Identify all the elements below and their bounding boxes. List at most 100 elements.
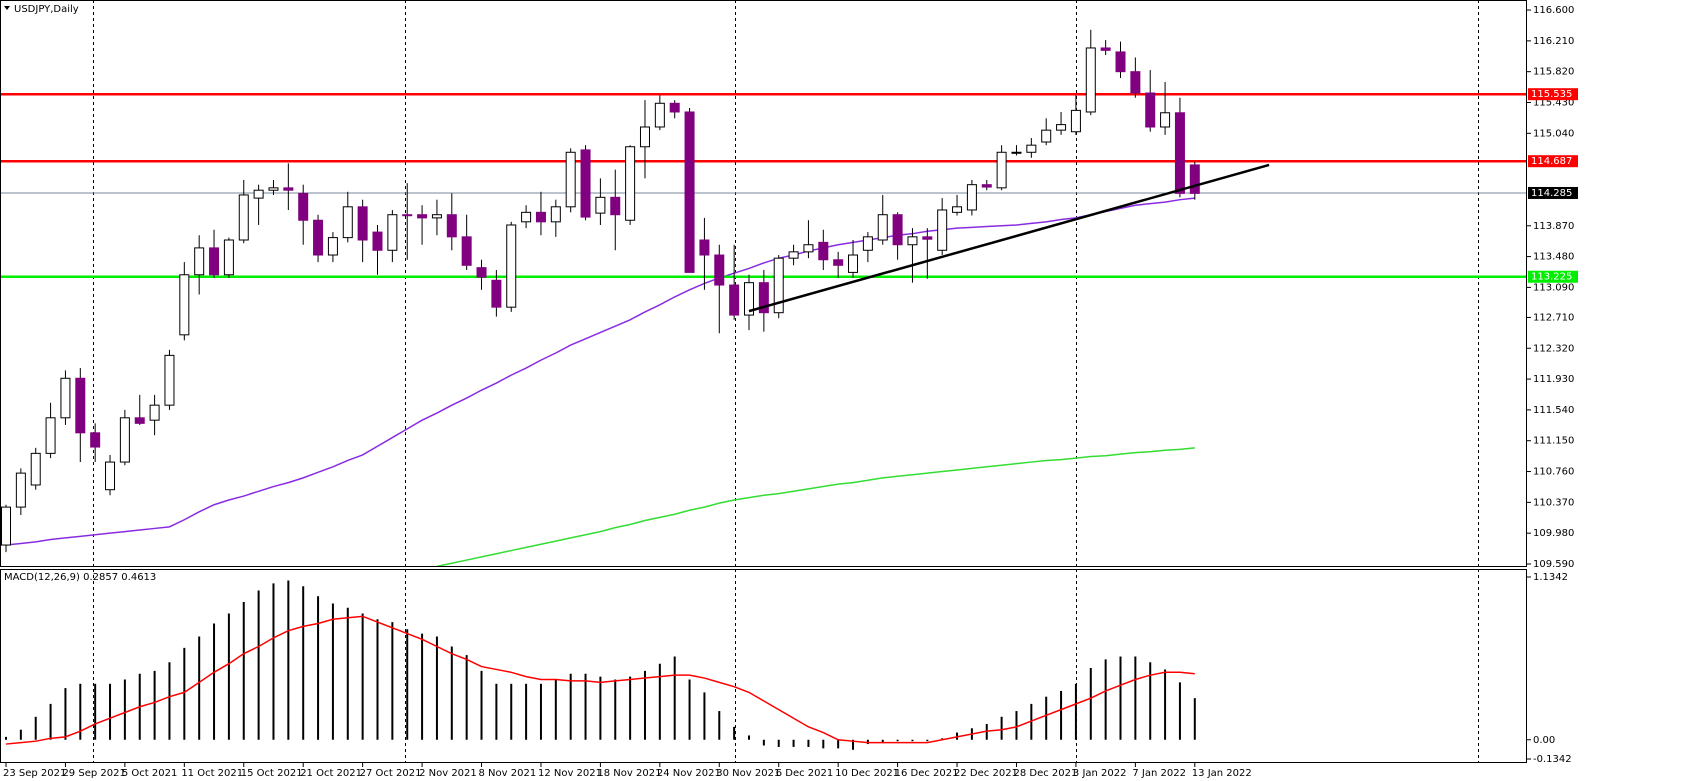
x-tick-label: 30 Nov 2021 <box>716 768 780 779</box>
x-tick-label: 16 Dec 2021 <box>895 768 959 779</box>
y-tick-label: 112.320 <box>1533 343 1574 354</box>
candle-body <box>506 224 517 308</box>
level-tag <box>1528 186 1578 199</box>
candle-body <box>15 472 26 508</box>
x-tick-label: 6 Dec 2021 <box>776 768 834 779</box>
level-tag <box>1528 270 1578 283</box>
candle-body <box>1145 92 1156 128</box>
x-tick-label: 7 Jan 2022 <box>1132 768 1186 779</box>
candle-body <box>1056 124 1067 131</box>
candle-body <box>75 377 86 434</box>
candle-body <box>1026 144 1037 153</box>
candle-body <box>521 211 532 223</box>
candle-body <box>446 214 457 238</box>
y-tick-label: 109.980 <box>1533 528 1574 539</box>
macd-y-tick-label: -0.1342 <box>1533 754 1572 765</box>
candle-body <box>119 417 130 463</box>
y-tick-label: 110.370 <box>1533 497 1574 508</box>
y-tick-label: 109.590 <box>1533 559 1574 570</box>
grid <box>93 0 1479 763</box>
candle-body <box>818 241 829 261</box>
x-tick-label: 12 Nov 2021 <box>538 768 602 779</box>
candle-body <box>1189 164 1200 194</box>
x-tick-label: 15 Oct 2021 <box>241 768 303 779</box>
candle-body <box>966 184 977 211</box>
price-panel <box>0 29 1527 567</box>
macd-title: MACD(12,26,9) 0.2857 0.4613 <box>4 572 156 583</box>
level-label: 114.687 <box>1531 156 1572 167</box>
y-tick-label: 113.090 <box>1533 282 1574 293</box>
moving-average <box>436 447 1195 567</box>
macd-y-tick-label: 0.00 <box>1533 735 1555 746</box>
candle-body <box>892 214 903 246</box>
symbol-menu-arrow[interactable] <box>4 6 10 10</box>
candle-body <box>952 206 963 213</box>
x-tick-label: 13 Jan 2022 <box>1192 768 1252 779</box>
candle-body <box>714 254 725 286</box>
candle-body <box>595 196 606 214</box>
x-tick-label: 18 Nov 2021 <box>597 768 661 779</box>
candle-body <box>535 211 546 223</box>
level-label: 114.285 <box>1531 188 1572 199</box>
candle-body <box>223 239 234 276</box>
trend-line <box>748 163 1270 313</box>
candle-body <box>654 102 665 128</box>
candle-body <box>684 111 695 273</box>
candle-body <box>788 251 799 259</box>
candle-body <box>1041 129 1052 143</box>
candle-body <box>327 237 338 256</box>
candle-body <box>1160 112 1171 128</box>
macd-signal <box>5 615 1195 745</box>
candle-body <box>1130 71 1141 94</box>
candle-body <box>357 206 368 241</box>
candle-body <box>1174 112 1185 194</box>
candle-body <box>773 257 784 314</box>
candle-body <box>744 282 754 316</box>
x-tick-label: 22 Dec 2021 <box>954 768 1018 779</box>
candle-body <box>1100 47 1111 51</box>
candle-body <box>298 192 309 221</box>
candle-body <box>431 214 442 219</box>
x-tick-label: 8 Nov 2021 <box>479 768 537 779</box>
candle-body <box>209 247 220 276</box>
candle-body <box>981 184 992 188</box>
candle-body <box>610 196 621 216</box>
candle-body <box>565 151 576 208</box>
y-tick-label: 113.480 <box>1533 252 1574 263</box>
candle-body <box>877 214 888 241</box>
candle-body <box>313 219 324 256</box>
candle-body <box>194 247 205 276</box>
y-tick-label: 115.820 <box>1533 67 1574 78</box>
x-tick-label: 29 Sep 2021 <box>62 768 125 779</box>
candle-body <box>45 417 56 454</box>
candle-body <box>639 126 650 148</box>
candle-body <box>848 254 859 273</box>
y-tick-label: 111.930 <box>1533 374 1574 385</box>
y-tick-label: 111.540 <box>1533 405 1574 416</box>
y-tick-label: 116.600 <box>1533 5 1574 16</box>
candle-body <box>833 259 844 266</box>
candle-body <box>238 194 249 241</box>
x-tick-label: 23 Sep 2021 <box>3 768 66 779</box>
candle-body <box>862 236 873 251</box>
candle-body <box>1070 109 1081 133</box>
y-tick-label: 115.040 <box>1533 128 1574 139</box>
candle-body <box>1115 51 1126 73</box>
macd-y-tick-label: 1.1342 <box>1533 572 1568 583</box>
level-label: 113.225 <box>1531 272 1572 283</box>
x-tick-label: 11 Oct 2021 <box>181 768 243 779</box>
y-tick-label: 116.210 <box>1533 36 1574 47</box>
candle-body <box>60 377 71 419</box>
y-tick-label: 111.150 <box>1533 436 1574 447</box>
x-tick-label: 5 Oct 2021 <box>122 768 177 779</box>
level-tag <box>1528 88 1578 101</box>
y-tick-label: 113.870 <box>1533 221 1574 232</box>
candle-body <box>387 214 398 251</box>
candle-body <box>402 214 413 217</box>
candle-body <box>625 146 636 221</box>
x-tick-label: 2 Nov 2021 <box>419 768 477 779</box>
y-tick-label: 110.760 <box>1533 467 1574 478</box>
candle-body <box>1 506 11 546</box>
